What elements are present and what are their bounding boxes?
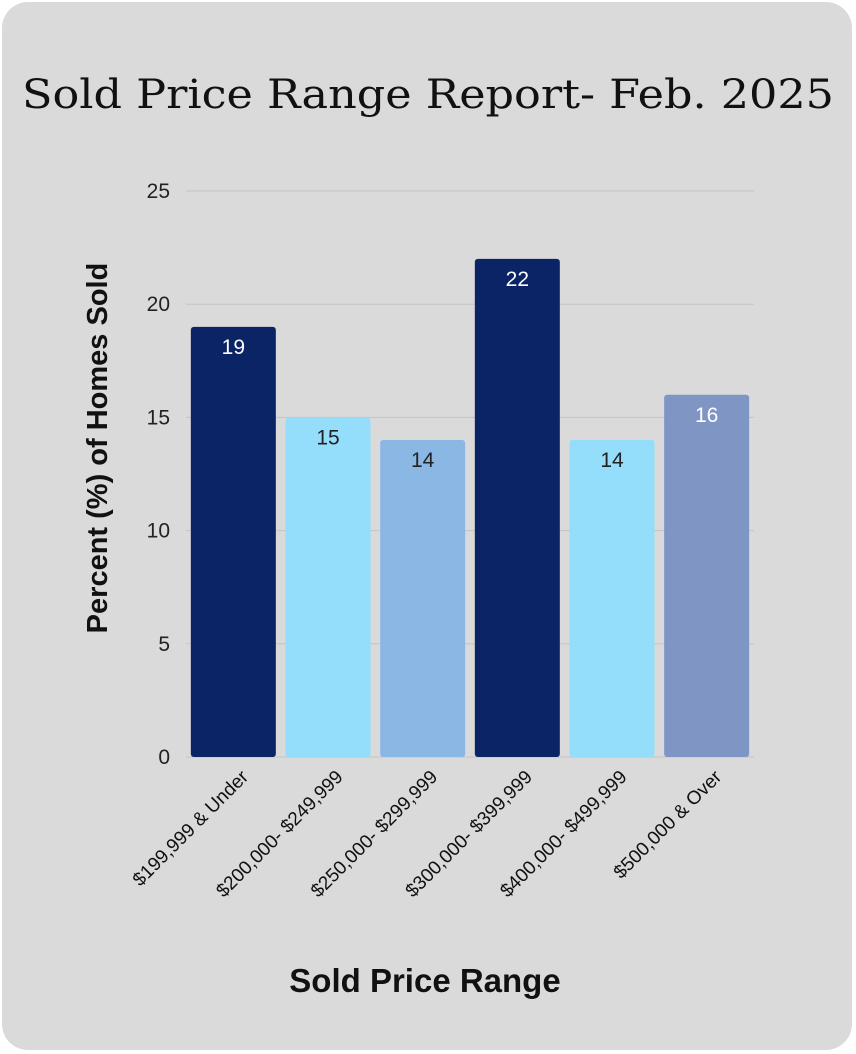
bar-value-label: 22 [506,268,529,291]
y-tick-label: 10 [147,520,170,543]
y-tick-label: 20 [147,293,170,316]
bar [569,440,655,757]
y-tick-label: 5 [158,633,170,656]
gridlines [186,190,754,758]
bar [285,417,371,757]
bar [664,394,750,757]
chart-title: Sold Price Range Report- Feb. 2025 [22,72,834,118]
bar-value-label: 16 [695,404,718,427]
bar [380,440,466,757]
bar-data-labels: 19 15 14 22 14 16 [222,268,719,472]
x-axis-title: Sold Price Range [289,962,560,999]
y-tick-label: 15 [147,406,170,429]
bar [474,258,560,757]
y-axis-ticks: 0 5 10 15 20 25 [147,180,170,769]
y-tick-label: 0 [158,746,170,769]
y-tick-label: 25 [147,180,170,203]
y-axis-title: Percent (%) of Homes Sold [82,263,114,634]
bar-value-label: 19 [222,336,245,359]
bar-value-label: 14 [600,449,624,472]
x-axis-category-labels: $199,999 & Under$200,000- $249,999$250,0… [129,766,727,902]
bar [190,326,276,757]
bar-value-label: 14 [411,449,435,472]
bars [190,258,750,757]
bar-value-label: 15 [316,426,339,449]
